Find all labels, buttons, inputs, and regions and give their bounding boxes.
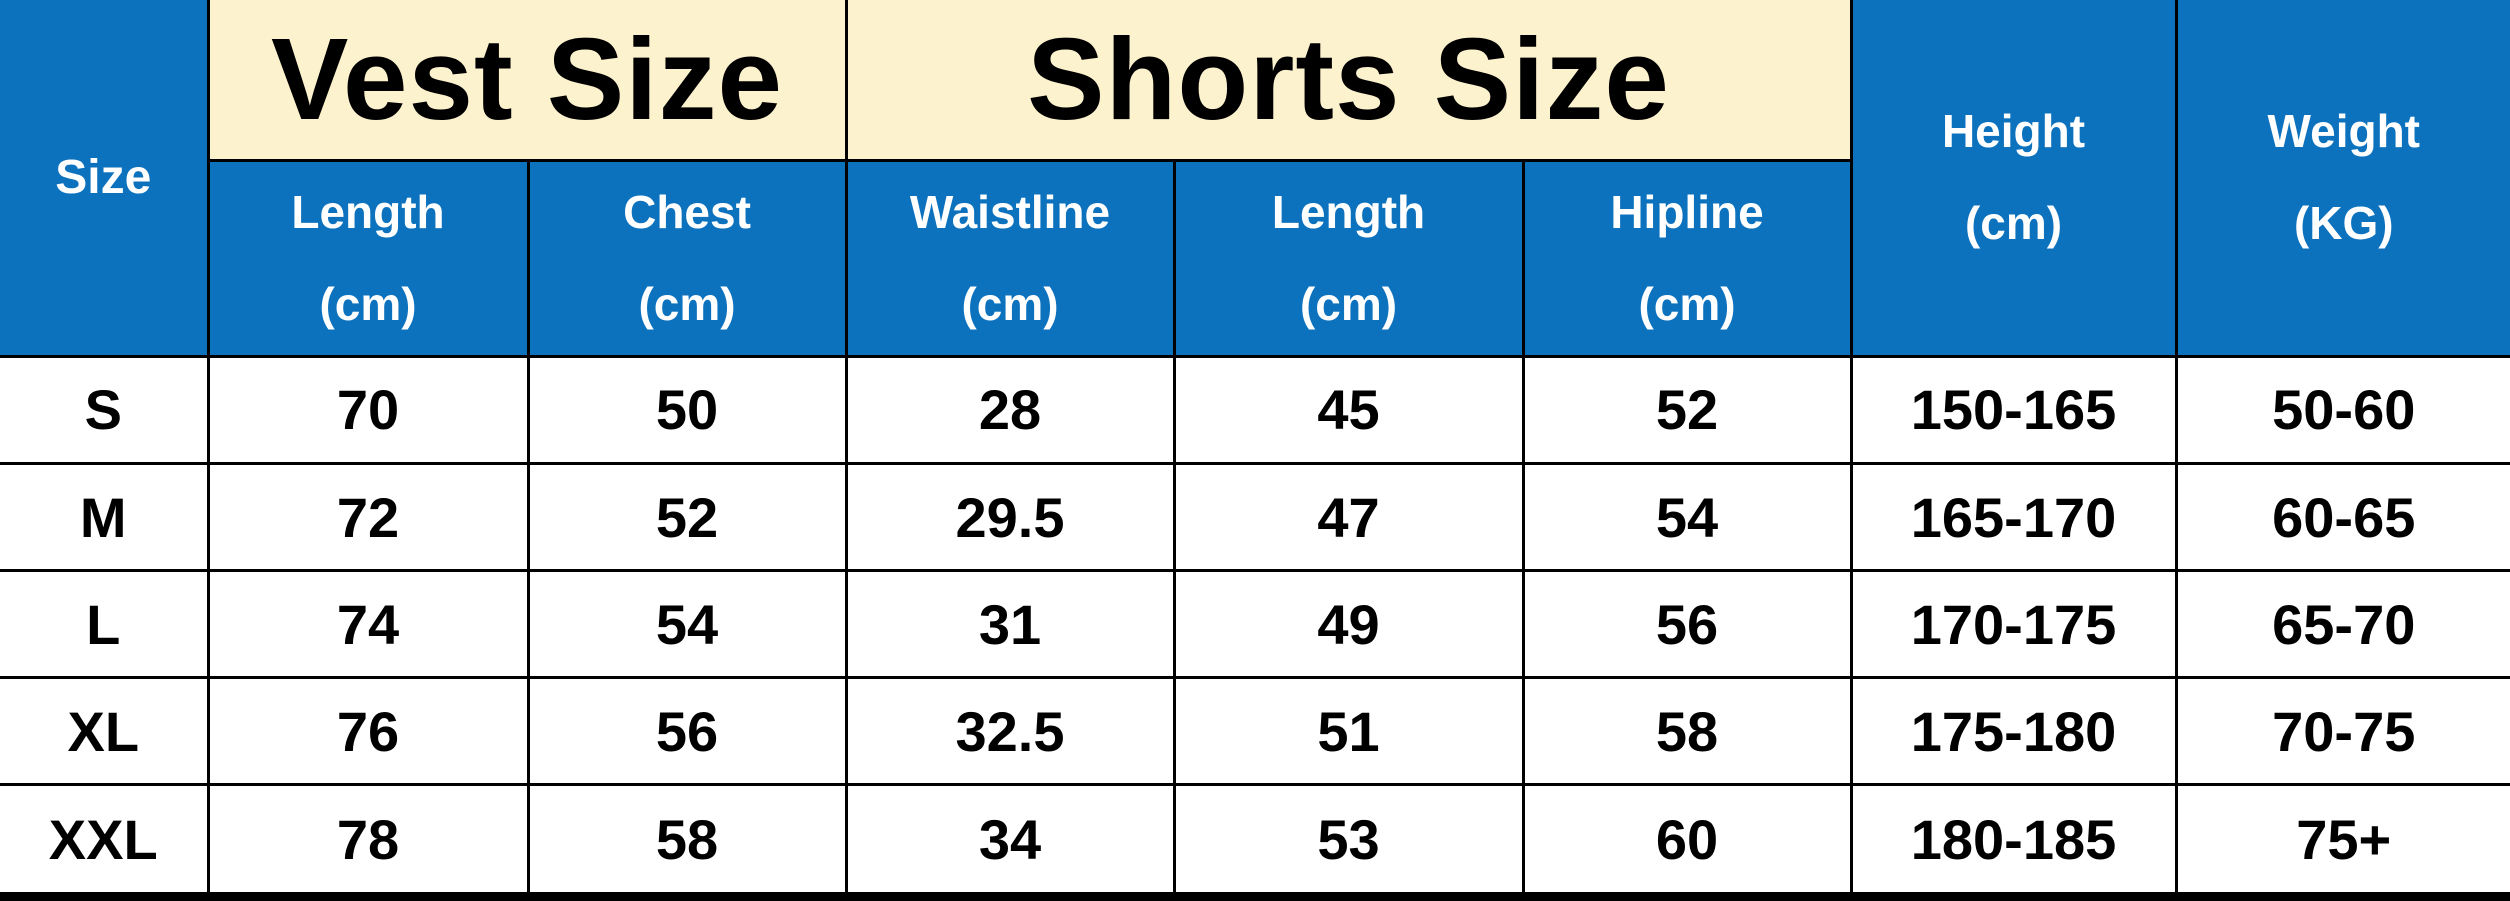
column-header-vest-chest: Chest (cm) bbox=[526, 158, 848, 358]
table-cell: 60 bbox=[1521, 783, 1853, 894]
table-row-xl: XL 76 56 32.5 51 58 175-180 70-75 bbox=[0, 676, 2510, 787]
table-cell: 70 bbox=[206, 354, 530, 466]
table-cell: 60-65 bbox=[2174, 461, 2510, 573]
table-cell: 175-180 bbox=[1849, 676, 2178, 787]
row-label: XL bbox=[0, 676, 210, 787]
header-row-subcolumns: Length (cm) Chest (cm) Waistline (cm) Le… bbox=[0, 158, 2510, 358]
table-cell: 34 bbox=[844, 783, 1176, 894]
table-row-xxl: XXL 78 58 34 53 60 180-185 75+ bbox=[0, 783, 2510, 894]
table-cell: 52 bbox=[526, 461, 848, 573]
table-cell: 51 bbox=[1172, 676, 1525, 787]
waistline-header-unit: (cm) bbox=[961, 278, 1059, 331]
column-header-waistline: Waistline (cm) bbox=[844, 158, 1176, 358]
table-cell: 45 bbox=[1172, 354, 1525, 466]
table-cell: 72 bbox=[206, 461, 530, 573]
vest-chest-header-name: Chest bbox=[623, 186, 751, 239]
table-cell: 50 bbox=[526, 354, 848, 466]
table-cell: 49 bbox=[1172, 569, 1525, 680]
height-header-name: Height bbox=[1941, 105, 2086, 158]
height-header-stack: Height (cm) bbox=[1854, 105, 2173, 250]
table-cell: 78 bbox=[206, 783, 530, 894]
table-cell: 76 bbox=[206, 676, 530, 787]
table-cell: 165-170 bbox=[1849, 461, 2178, 573]
column-header-weight: Weight (KG) bbox=[2174, 0, 2510, 358]
table-cell: 65-70 bbox=[2174, 569, 2510, 680]
table-cell: 54 bbox=[1521, 461, 1853, 573]
table-cell: 75+ bbox=[2174, 783, 2510, 894]
weight-header-stack: Weight (KG) bbox=[2179, 105, 2507, 250]
table-cell: 170-175 bbox=[1849, 569, 2178, 680]
table-cell: 58 bbox=[1521, 676, 1853, 787]
table-row-m: M 72 52 29.5 47 54 165-170 60-65 bbox=[0, 461, 2510, 573]
group-header-vest-size: Vest Size bbox=[206, 0, 848, 162]
table-cell: 47 bbox=[1172, 461, 1525, 573]
table-row-l: L 74 54 31 49 56 170-175 65-70 bbox=[0, 569, 2510, 680]
shorts-length-header-name: Length bbox=[1271, 186, 1426, 239]
row-label: M bbox=[0, 461, 210, 573]
table-cell: 28 bbox=[844, 354, 1176, 466]
table-row-s: S 70 50 28 45 52 150-165 50-60 bbox=[0, 354, 2510, 466]
column-header-height: Height (cm) bbox=[1849, 0, 2178, 358]
row-label: L bbox=[0, 569, 210, 680]
table-cell: 70-75 bbox=[2174, 676, 2510, 787]
row-label: S bbox=[0, 354, 210, 466]
column-header-hipline: Hipline (cm) bbox=[1521, 158, 1853, 358]
corner-header-size: Size bbox=[0, 0, 210, 358]
vest-chest-header-stack: Chest (cm) bbox=[531, 186, 843, 331]
hipline-header-stack: Hipline (cm) bbox=[1526, 186, 1848, 331]
vest-length-header-unit: (cm) bbox=[319, 278, 417, 331]
vest-chest-header-unit: (cm) bbox=[638, 278, 736, 331]
waistline-header-name: Waistline bbox=[909, 186, 1111, 239]
table-cell: 32.5 bbox=[844, 676, 1176, 787]
table-cell: 56 bbox=[526, 676, 848, 787]
table-cell: 54 bbox=[526, 569, 848, 680]
hipline-header-name: Hipline bbox=[1610, 186, 1764, 239]
vest-length-header-name: Length bbox=[291, 186, 445, 239]
weight-header-unit: (KG) bbox=[2293, 197, 2394, 250]
vest-length-header-stack: Length (cm) bbox=[211, 186, 525, 331]
height-header-unit: (cm) bbox=[1964, 197, 2063, 250]
row-label: XXL bbox=[0, 783, 210, 894]
table-cell: 150-165 bbox=[1849, 354, 2178, 466]
table-cell: 58 bbox=[526, 783, 848, 894]
table-cell: 180-185 bbox=[1849, 783, 2178, 894]
waistline-header-stack: Waistline (cm) bbox=[849, 186, 1171, 331]
hipline-header-unit: (cm) bbox=[1638, 278, 1736, 331]
header-row-groups: Size Vest Size Shorts Size Height (cm) W… bbox=[0, 0, 2510, 358]
table-cell: 56 bbox=[1521, 569, 1853, 680]
column-header-vest-length: Length (cm) bbox=[206, 158, 530, 358]
table-cell: 31 bbox=[844, 569, 1176, 680]
table-cell: 74 bbox=[206, 569, 530, 680]
table-cell: 53 bbox=[1172, 783, 1525, 894]
table-cell: 50-60 bbox=[2174, 354, 2510, 466]
table-cell: 52 bbox=[1521, 354, 1853, 466]
shorts-length-header-unit: (cm) bbox=[1299, 278, 1398, 331]
group-header-shorts-size: Shorts Size bbox=[844, 0, 1853, 162]
shorts-length-header-stack: Length (cm) bbox=[1177, 186, 1520, 331]
table-cell: 29.5 bbox=[844, 461, 1176, 573]
weight-header-name: Weight bbox=[2267, 105, 2420, 158]
column-header-shorts-length: Length (cm) bbox=[1172, 158, 1525, 358]
